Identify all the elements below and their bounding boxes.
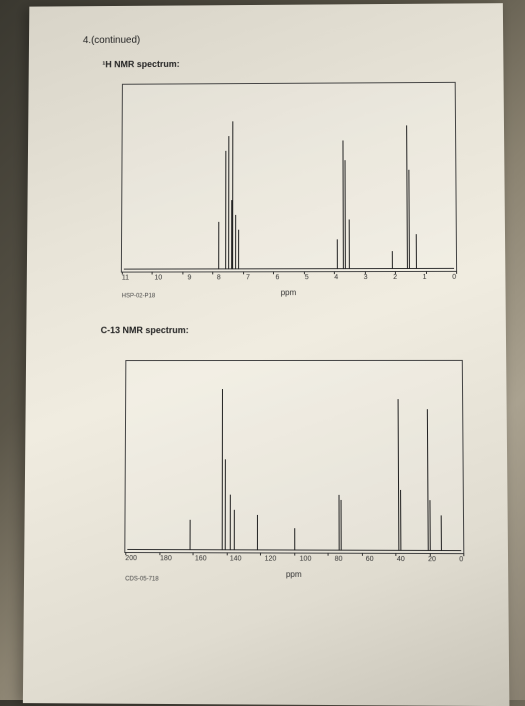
x-tick-label: 8 <box>217 274 221 286</box>
x-tick-label: 11 <box>122 275 129 287</box>
x-tick-label: 2 <box>393 274 397 286</box>
x-tick-mark <box>463 553 464 556</box>
x-axis-label: ppm <box>286 570 302 579</box>
x-tick-label: 60 <box>366 556 374 568</box>
x-tick-label: 180 <box>160 555 172 567</box>
x-tick-label: 80 <box>335 556 343 568</box>
nmr-peak <box>234 510 235 551</box>
x-tick-label: 10 <box>154 274 162 286</box>
x-axis-ticks: 200180160140120100806040200 <box>125 555 463 568</box>
x-tick-mark <box>122 272 123 275</box>
x-tick-mark <box>328 553 329 556</box>
x-tick-mark <box>334 271 335 274</box>
x-tick-label: 9 <box>187 274 191 286</box>
nmr-peak <box>225 459 226 550</box>
x-tick-mark <box>426 271 427 274</box>
sample-label: HSP-02-P18 <box>122 293 155 299</box>
nmr-peak <box>238 230 239 270</box>
nmr-peak <box>408 170 410 269</box>
x-tick-label: 40 <box>397 556 405 568</box>
c13-nmr-chart: 200180160140120100806040200ppmCDS-05-718 <box>124 360 464 554</box>
x-tick-label: 6 <box>275 274 279 286</box>
x-tick-label: 120 <box>265 556 277 568</box>
x-tick-label: 100 <box>300 556 312 568</box>
h-nmr-title: ¹H NMR spectrum: <box>102 59 179 69</box>
x-tick-mark <box>193 552 194 555</box>
x-axis-ticks: 11109876543210 <box>122 274 456 287</box>
nmr-peak <box>416 234 417 269</box>
x-tick-mark <box>182 271 183 274</box>
x-tick-mark <box>429 553 430 556</box>
nmr-peak <box>225 151 226 270</box>
x-tick-mark <box>361 553 362 556</box>
nmr-peak <box>221 389 222 550</box>
nmr-peak <box>344 160 345 269</box>
x-tick-mark <box>243 271 244 274</box>
x-tick-label: 160 <box>195 555 207 567</box>
x-tick-mark <box>395 271 396 274</box>
nmr-peak <box>228 136 229 269</box>
x-tick-label: 7 <box>246 274 250 286</box>
nmr-peak <box>219 222 220 270</box>
x-tick-mark <box>273 271 274 274</box>
nmr-peak <box>229 495 230 551</box>
x-tick-mark <box>125 552 126 555</box>
x-tick-label: 200 <box>125 555 137 567</box>
x-tick-label: 140 <box>230 555 242 567</box>
paper-sheet: 4.(continued) ¹H NMR spectrum: 111098765… <box>23 3 510 706</box>
x-tick-label: 20 <box>428 556 436 568</box>
x-tick-label: 5 <box>305 274 309 286</box>
x-tick-mark <box>260 552 261 555</box>
nmr-peak <box>340 500 341 551</box>
x-tick-mark <box>456 271 457 274</box>
nmr-peak <box>294 528 295 550</box>
sample-label: CDS-05-718 <box>125 576 159 582</box>
nmr-peak <box>232 121 233 269</box>
x-axis-label: ppm <box>281 288 297 297</box>
x-tick-mark <box>294 553 295 556</box>
x-tick-mark <box>159 552 160 555</box>
x-tick-label: 0 <box>459 556 463 568</box>
x-tick-label: 0 <box>452 274 456 286</box>
x-tick-mark <box>152 272 153 275</box>
nmr-peak <box>400 490 401 551</box>
x-tick-mark <box>213 271 214 274</box>
x-tick-label: 3 <box>364 274 368 286</box>
x-tick-mark <box>395 553 396 556</box>
x-tick-label: 1 <box>423 274 427 286</box>
nmr-peak <box>337 239 338 269</box>
c13-nmr-title: C-13 NMR spectrum: <box>101 325 189 335</box>
nmr-peak <box>392 251 393 269</box>
nmr-peak <box>189 520 190 550</box>
nmr-peak <box>349 219 350 269</box>
nmr-peak <box>429 500 430 551</box>
x-tick-mark <box>226 552 227 555</box>
nmr-peak <box>235 215 236 269</box>
x-tick-mark <box>304 271 305 274</box>
h-nmr-chart: 11109876543210ppmHSP-02-P18 <box>121 82 457 273</box>
x-tick-mark <box>364 271 365 274</box>
h-baseline <box>124 268 454 270</box>
x-tick-label: 4 <box>334 274 338 286</box>
nmr-peak <box>257 515 258 550</box>
question-continued: 4.(continued) <box>83 35 140 46</box>
nmr-peak <box>440 515 441 551</box>
